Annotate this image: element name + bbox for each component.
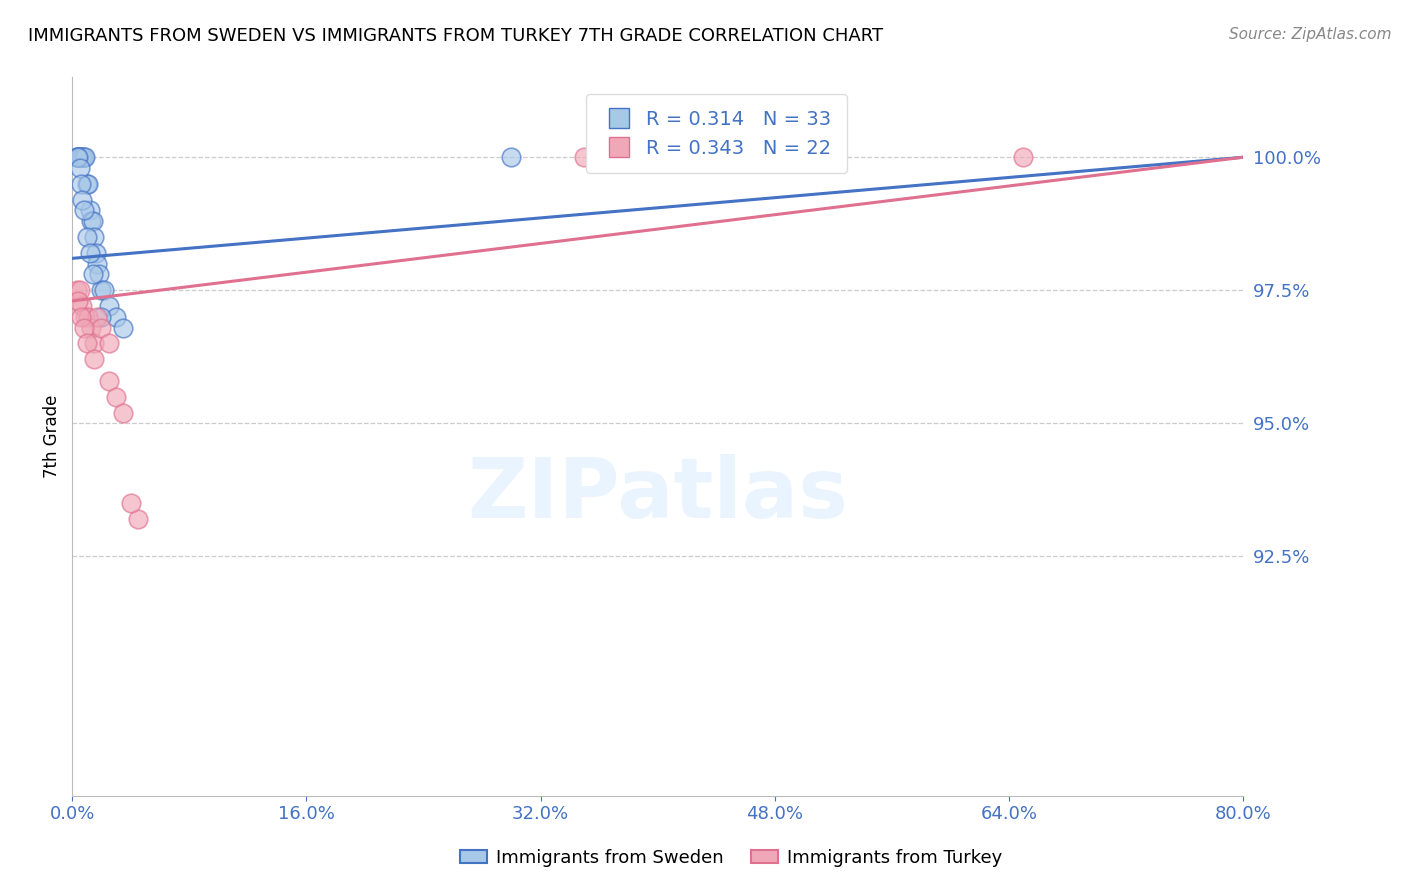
Point (72, 193, 94, 207)
Point (97, 374, 120, 388)
Point (105, 390, 128, 404)
Point (83, 352, 105, 367)
Point (97, 336, 120, 351)
Text: IMMIGRANTS FROM SWEDEN VS IMMIGRANTS FROM TURKEY 7TH GRADE CORRELATION CHART: IMMIGRANTS FROM SWEDEN VS IMMIGRANTS FRO… (28, 27, 883, 45)
Point (120, 496, 142, 510)
Legend: Immigrants from Sweden, Immigrants from Turkey: Immigrants from Sweden, Immigrants from … (453, 842, 1010, 874)
Point (76, 177, 98, 191)
Point (80, 214, 103, 228)
Point (72, 150, 94, 164)
Point (77, 310, 100, 324)
Point (69, 150, 91, 164)
Point (86, 257, 108, 271)
Point (83, 336, 105, 351)
Point (73, 320, 96, 334)
Point (79, 246, 101, 260)
Point (69, 161, 91, 175)
Point (67, 150, 90, 164)
Point (67, 293, 90, 308)
Point (65, 150, 87, 164)
Point (80, 320, 103, 334)
Point (105, 310, 128, 324)
Point (82, 214, 104, 228)
Point (67, 150, 90, 164)
Text: Source: ZipAtlas.com: Source: ZipAtlas.com (1229, 27, 1392, 42)
Point (70, 177, 93, 191)
Point (70, 150, 93, 164)
Point (73, 150, 96, 164)
Point (83, 230, 105, 244)
Point (65, 150, 87, 164)
Text: ZIPatlas: ZIPatlas (467, 453, 848, 534)
Point (73, 203, 96, 218)
Point (76, 230, 98, 244)
Point (65, 283, 87, 297)
Point (112, 406, 135, 420)
Point (793, 150, 815, 164)
Point (1012, 150, 1035, 164)
Point (127, 512, 149, 526)
Point (501, 150, 523, 164)
Point (112, 320, 135, 334)
Legend: R = 0.314   N = 33, R = 0.343   N = 22: R = 0.314 N = 33, R = 0.343 N = 22 (586, 95, 846, 173)
Point (82, 268, 104, 282)
Point (75, 310, 97, 324)
Point (574, 150, 596, 164)
Point (90, 320, 112, 334)
Point (86, 310, 108, 324)
Point (90, 283, 112, 297)
Point (97, 299, 120, 313)
Point (72, 299, 94, 313)
Point (75, 150, 97, 164)
Y-axis label: 7th Grade: 7th Grade (44, 395, 60, 478)
Point (87, 268, 110, 282)
Point (77, 177, 100, 191)
Point (90, 310, 112, 324)
Point (93, 283, 115, 297)
Point (76, 336, 98, 351)
Point (69, 283, 91, 297)
Point (84, 246, 107, 260)
Point (79, 203, 101, 218)
Point (70, 310, 93, 324)
